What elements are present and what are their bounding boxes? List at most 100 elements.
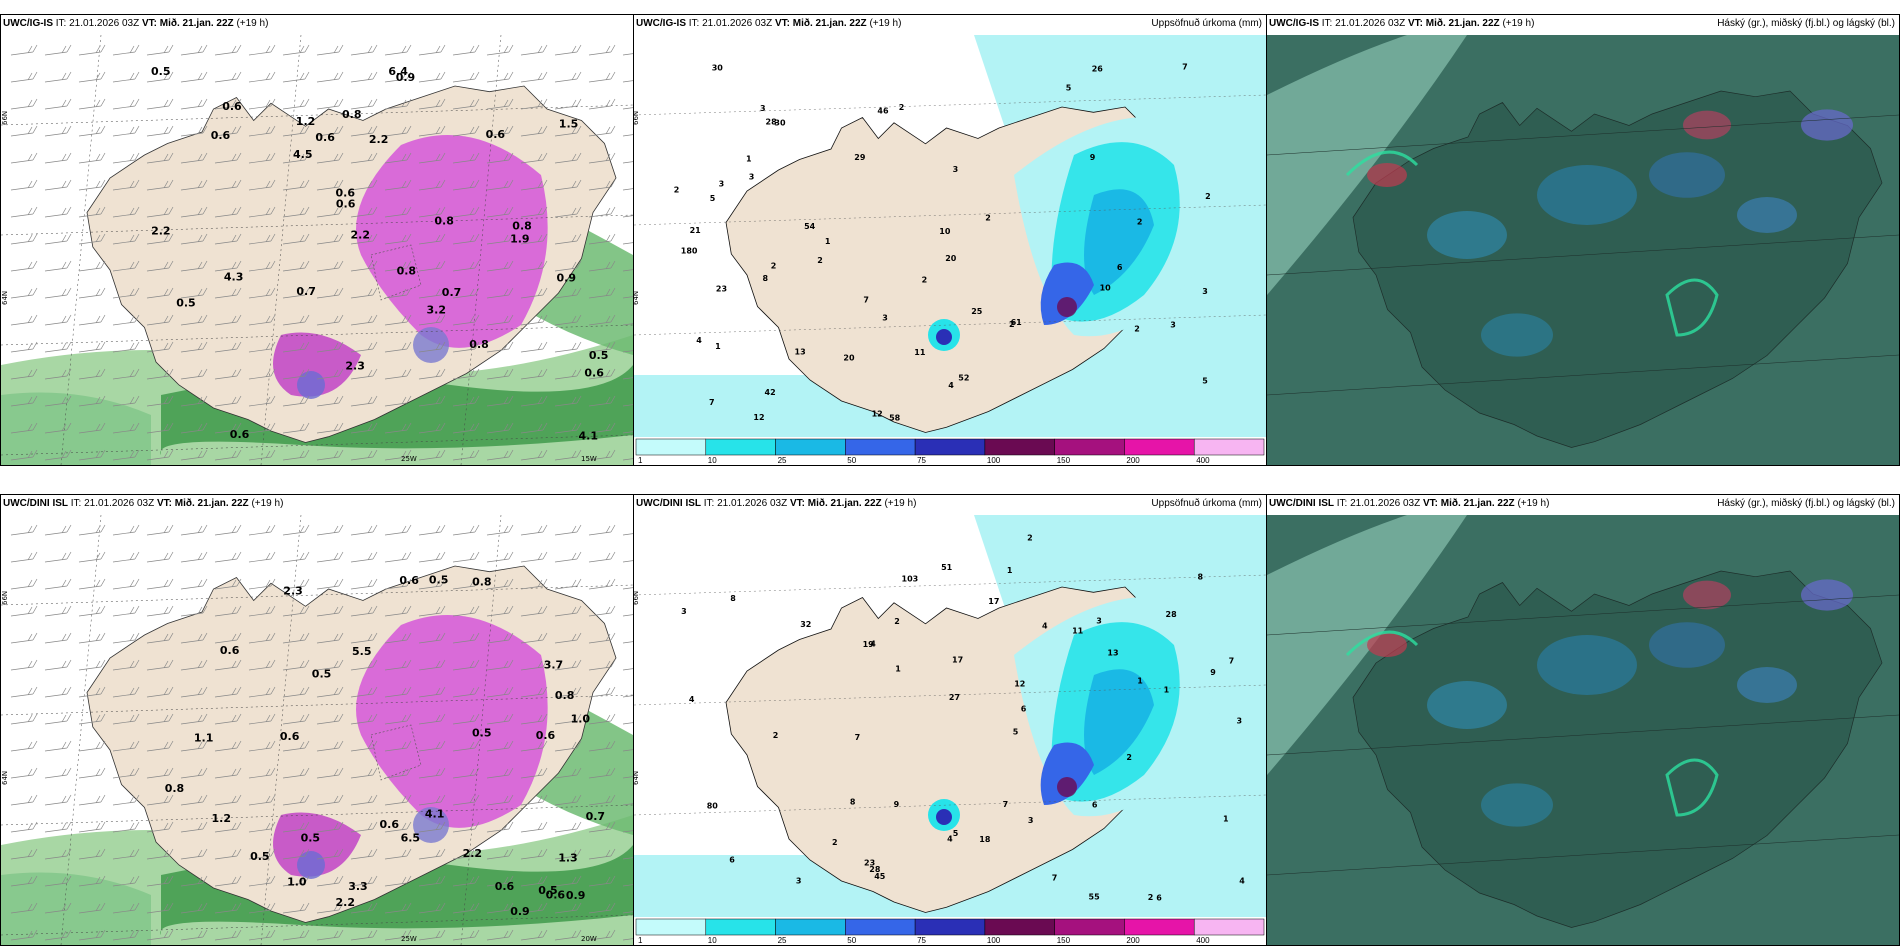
wind-barb (622, 722, 633, 725)
wind-barb (622, 668, 633, 671)
value-label: 2 (1009, 320, 1015, 329)
wind-barb (350, 71, 378, 83)
colorbar-segment (705, 918, 776, 936)
value-label: 28 (766, 118, 778, 127)
wind-barb (554, 206, 582, 218)
panel-subtitle: Uppsöfnuð úrkoma (mm) (1151, 18, 1262, 29)
wind-barb (350, 902, 378, 914)
wind-barb (452, 179, 480, 191)
wind-barb (282, 902, 310, 914)
wind-barb (486, 125, 514, 137)
wind-barb (78, 179, 106, 191)
wind-barb (622, 431, 633, 434)
value-label: 0.8 (342, 108, 362, 121)
value-label: 11 (914, 348, 926, 357)
colorbar-segment (635, 438, 707, 456)
wind-barb (282, 233, 310, 245)
value-label: 1.5 (559, 118, 579, 131)
wind-barb (180, 341, 208, 353)
wind-barb (350, 449, 378, 461)
wind-barb (180, 740, 208, 752)
wind-barb (10, 260, 38, 272)
wind-barb (418, 152, 446, 164)
wind-barb (554, 875, 582, 887)
wind-barb (316, 260, 344, 272)
wind-barb (520, 551, 548, 563)
colorbar-tick: 1 (638, 456, 643, 465)
wind-barb (78, 551, 106, 563)
value-label: 2.3 (283, 585, 303, 598)
wind-barb (350, 578, 378, 590)
value-label: 8 (1198, 573, 1204, 582)
wind-barb (452, 767, 480, 779)
valid-time-label: VT: (774, 18, 790, 29)
wind-barb (214, 632, 242, 644)
wind-barb (248, 233, 276, 245)
wind-barb (418, 449, 446, 461)
wind-barb (554, 260, 582, 272)
wind-barb (112, 902, 140, 914)
wind-barb (248, 287, 276, 299)
wind-barb (248, 875, 276, 887)
value-label: 0.6 (486, 128, 506, 141)
wind-barb (350, 341, 378, 353)
wind-barb (350, 287, 378, 299)
wind-barb (350, 686, 378, 698)
wind-barb (10, 524, 38, 536)
wind-barb (214, 179, 242, 191)
wind-barb (112, 740, 140, 752)
wind-barb (418, 767, 446, 779)
wind-barb (44, 206, 72, 218)
colorbar-tick: 75 (917, 936, 926, 945)
wind-barb (350, 368, 378, 380)
wind-barb (350, 821, 378, 833)
wind-barb (418, 368, 446, 380)
init-time: IT: 21.01.2026 03Z (703, 498, 788, 509)
wind-barb (180, 206, 208, 218)
wind-barb (112, 44, 140, 56)
value-label: 6.4 (388, 65, 408, 78)
value-label: 5.5 (352, 645, 372, 658)
wind-barb (180, 659, 208, 671)
colorbar-segment (984, 438, 1055, 456)
wind-barb (554, 578, 582, 590)
wind-barb (350, 206, 378, 218)
wind-barb (520, 179, 548, 191)
wind-barb (78, 314, 106, 326)
colorbar-segment (1193, 918, 1265, 936)
model-name: UWC/IG-IS (636, 18, 686, 29)
wind-barb (282, 260, 310, 272)
valid-time-label: VT: (156, 498, 172, 509)
wind-barb (384, 686, 412, 698)
wind-barb (418, 794, 446, 806)
colorbar-segment (635, 918, 707, 936)
colorbar-tick: 100 (987, 456, 1001, 465)
value-label: 3.3 (348, 880, 368, 893)
wind-barb (10, 578, 38, 590)
value-label: 0.8 (397, 265, 417, 278)
wind-barb (44, 287, 72, 299)
colorbar-tick: 150 (1057, 456, 1071, 465)
wind-barb (486, 929, 514, 941)
wind-barb (248, 929, 276, 941)
wind-barb (10, 449, 38, 461)
wind-barb (248, 98, 276, 110)
colorbar-tick: 25 (778, 936, 787, 945)
init-time: IT: 21.01.2026 03Z (55, 18, 140, 29)
wind-barb (588, 395, 616, 407)
wind-barb (588, 179, 616, 191)
wind-barb (146, 179, 174, 191)
wind-barb (112, 260, 140, 272)
wind-barb (452, 98, 480, 110)
wind-barb (316, 71, 344, 83)
colorbar-segment (845, 438, 916, 456)
wind-barb (78, 422, 106, 434)
wind-barb (180, 152, 208, 164)
wind-barb (112, 152, 140, 164)
wind-barb (418, 713, 446, 725)
wind-barb (214, 125, 242, 137)
wind-barb (112, 767, 140, 779)
wind-barb (112, 686, 140, 698)
wind-barb (214, 98, 242, 110)
